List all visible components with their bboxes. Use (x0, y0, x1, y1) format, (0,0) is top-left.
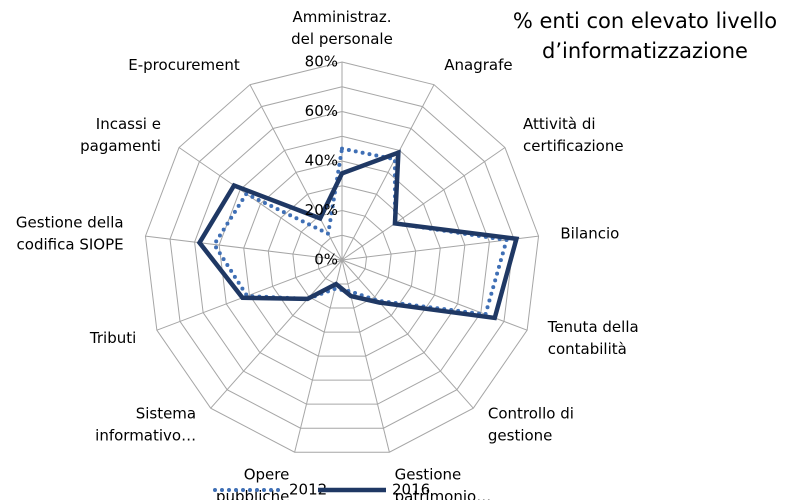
spoke (178, 147, 343, 261)
spoke (156, 259, 343, 331)
category-label: Controllo di gestione (488, 404, 574, 444)
spoke (249, 84, 343, 261)
series-line (196, 149, 520, 321)
spoke (145, 235, 343, 261)
grid-ring (218, 135, 466, 381)
grid-ring (144, 61, 540, 453)
spoke (294, 259, 343, 453)
tick-label: 80% (305, 53, 338, 71)
legend-label: 2012 (289, 481, 327, 499)
category-label: Gestione patrimonio… (395, 465, 492, 500)
spoke (341, 259, 474, 409)
spoke (341, 84, 435, 261)
category-label: Bilancio (560, 224, 619, 242)
category-label: Attività di certificazione (523, 115, 624, 155)
grid-ring (316, 234, 368, 285)
category-label: E-procurement (128, 56, 240, 74)
tick-label: 60% (305, 102, 338, 120)
category-label: Gestione della codifica SIOPE (16, 213, 124, 253)
tick-label: 40% (305, 152, 338, 170)
category-label: Incassi e pagamenti (80, 115, 161, 155)
grid-ring (194, 110, 490, 405)
tick-label: 0% (314, 251, 338, 269)
category-label: Opere pubbliche (216, 465, 289, 500)
grid-ring (292, 209, 392, 309)
tick-label: 20% (305, 201, 338, 219)
category-label: Tributi (89, 329, 136, 347)
category-label: Sistema informativo… (95, 404, 196, 444)
category-label: Anagrafe (444, 56, 512, 74)
grid-ring (243, 160, 441, 357)
grid-ring (169, 86, 515, 429)
spoke (341, 147, 506, 261)
spoke (210, 259, 343, 409)
legend-label: 2016 (392, 481, 430, 499)
chart-title: % enti con elevato livello d’informatizza… (513, 9, 777, 63)
category-label: Tenuta della contabilità (547, 318, 639, 358)
category-label: Amministraz. del personale (291, 8, 393, 48)
